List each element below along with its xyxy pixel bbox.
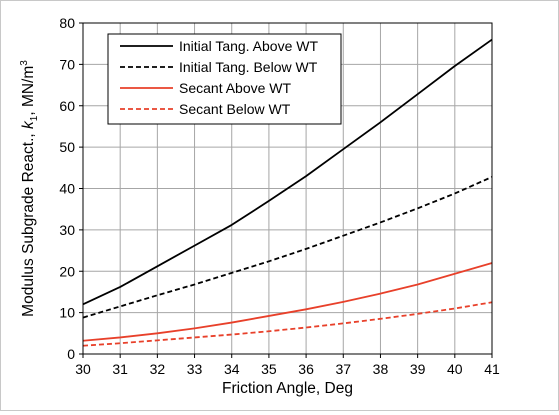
series-line-3 bbox=[82, 262, 493, 342]
x-tick-label: 41 bbox=[484, 361, 500, 377]
series-lines bbox=[82, 38, 493, 347]
y-axis-title-variable: k bbox=[20, 120, 37, 129]
tick-labels: 30 31 32 33 34 35 36 37 38 39 40 41 0 10 20 30 40 50 60 70 8… bbox=[59, 15, 500, 377]
y-tick-label: 70 bbox=[59, 56, 75, 72]
legend: Initial Tang. Above WT Initial Tang. Belo… bbox=[107, 33, 342, 125]
series-line-1 bbox=[82, 38, 493, 306]
y-tick-label: 80 bbox=[59, 15, 75, 31]
legend-label-2: Initial Tang. Below WT bbox=[179, 59, 318, 75]
y-axis-title-main: Modulus Subgrade React., bbox=[20, 129, 37, 317]
y-axis-title: Modulus Subgrade React., k1, MN/m3 bbox=[19, 60, 40, 317]
legend-label-4: Secant Below WT bbox=[179, 101, 291, 117]
y-axis-title-superscript: 3 bbox=[19, 60, 30, 66]
legend-label-3: Secant Above WT bbox=[179, 80, 292, 96]
y-tick-label: 40 bbox=[59, 181, 75, 197]
legend-label-1: Initial Tang. Above WT bbox=[179, 38, 318, 54]
y-tick-label: 50 bbox=[59, 139, 75, 155]
y-tick-label: 30 bbox=[59, 222, 75, 238]
x-tick-label: 34 bbox=[224, 361, 240, 377]
x-tick-label: 31 bbox=[112, 361, 128, 377]
x-tick-label: 32 bbox=[150, 361, 166, 377]
x-tick-label: 30 bbox=[75, 361, 91, 377]
y-axis-title-unit: , MN/m bbox=[20, 66, 37, 116]
plot-area-border bbox=[82, 22, 493, 355]
y-tick-label: 20 bbox=[59, 263, 75, 279]
x-tick-label: 39 bbox=[410, 361, 426, 377]
x-axis-title: Friction Angle, Deg bbox=[222, 380, 353, 397]
series-line-4 bbox=[82, 301, 493, 347]
y-tick-label: 10 bbox=[59, 305, 75, 321]
x-tick-label: 37 bbox=[335, 361, 351, 377]
x-tick-label: 40 bbox=[447, 361, 463, 377]
y-tick-label: 0 bbox=[67, 346, 75, 362]
x-tick-label: 35 bbox=[261, 361, 277, 377]
x-tick-label: 33 bbox=[187, 361, 203, 377]
x-tick-label: 38 bbox=[373, 361, 389, 377]
y-tick-label: 60 bbox=[59, 98, 75, 114]
y-axis-title-subscript: 1 bbox=[29, 115, 40, 121]
x-tick-label: 36 bbox=[298, 361, 314, 377]
